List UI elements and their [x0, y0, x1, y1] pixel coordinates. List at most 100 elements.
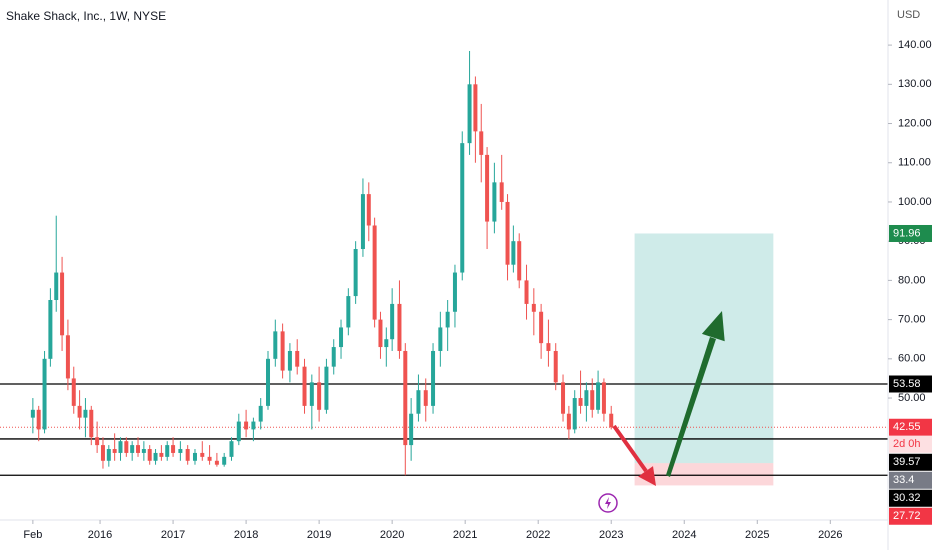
levels	[0, 383, 888, 476]
candle-body	[171, 445, 176, 453]
x-tick-label: 2022	[526, 529, 550, 541]
candle-body	[346, 296, 351, 328]
candle-body	[124, 441, 129, 453]
candle-body	[609, 413, 614, 428]
up-arrow-shaft	[666, 337, 716, 477]
y-tick-label: 110.00	[898, 157, 931, 169]
candle-body	[353, 249, 358, 297]
candle-body	[207, 456, 212, 461]
candle-body	[287, 350, 292, 371]
candle-body	[136, 445, 141, 453]
price-label-bg	[889, 453, 932, 471]
candle-body	[561, 382, 566, 414]
candle-body	[60, 272, 65, 336]
y-tick-label: 100.00	[898, 196, 932, 208]
candle-body	[159, 452, 164, 457]
candle-body	[445, 311, 450, 328]
price-label: 30.32	[893, 492, 921, 504]
candle-body	[118, 441, 123, 453]
down-arrow-shaft	[612, 424, 648, 473]
x-tick-label: 2023	[599, 529, 623, 541]
candle-body	[273, 331, 278, 359]
candle-body	[390, 303, 395, 340]
candle-body	[244, 421, 249, 430]
candle-body	[331, 347, 336, 367]
y-tick-label: 70.00	[898, 314, 926, 326]
position-zones	[634, 233, 774, 486]
loss-zone	[634, 463, 774, 486]
countdown-bg	[889, 435, 932, 453]
price-label-bg	[889, 418, 932, 436]
candle-body	[185, 449, 190, 461]
candle-body	[214, 460, 219, 465]
candle-body	[409, 413, 414, 446]
candle-body	[153, 452, 158, 461]
y-tick-label: 60.00	[898, 353, 926, 365]
x-tick-label: 2019	[307, 529, 331, 541]
event-bolt	[605, 497, 611, 509]
candle-body	[511, 241, 516, 265]
candle-body	[360, 194, 365, 250]
candle-body	[553, 350, 558, 383]
candle-body	[423, 390, 428, 406]
candle-body	[517, 241, 522, 281]
candle-body	[309, 382, 314, 406]
candle-body	[89, 409, 94, 438]
candle-body	[438, 327, 443, 351]
candle-body	[178, 449, 183, 453]
down-arrow-head	[638, 466, 656, 486]
candle-body	[251, 421, 256, 430]
candle-body	[499, 182, 504, 202]
candle-body	[601, 382, 606, 414]
y-tick-label: 130.00	[898, 78, 932, 90]
candle-body	[100, 445, 105, 461]
chart-title: Shake Shack, Inc., 1W, NYSE	[6, 9, 166, 23]
candle-body	[266, 358, 271, 406]
candle-body	[531, 303, 536, 312]
candle-body	[280, 331, 285, 371]
candle-body	[302, 366, 307, 406]
y-tick-label: 80.00	[898, 274, 926, 286]
candle-body	[147, 449, 152, 461]
candle-body	[431, 350, 436, 406]
x-tick-label: 2026	[818, 529, 842, 541]
candle-body	[584, 390, 589, 406]
candle-body	[492, 182, 497, 222]
candle-body	[566, 413, 571, 430]
candle-body	[295, 350, 300, 367]
price-label: 39.57	[893, 456, 921, 468]
candle-body	[192, 452, 197, 461]
price-label-bg	[889, 507, 932, 525]
candle-body	[112, 449, 117, 453]
candle-body	[317, 382, 322, 410]
candle-body	[83, 409, 88, 418]
candle-body	[48, 300, 53, 359]
candle-body	[546, 343, 551, 351]
x-tick-label: 2020	[380, 529, 404, 541]
candle-body	[130, 445, 135, 453]
candle-body	[77, 405, 82, 418]
price-label-bg	[889, 489, 932, 507]
profit-zone	[634, 233, 774, 464]
candle-body	[590, 390, 595, 410]
price-label: 42.55	[893, 421, 921, 433]
candle-body	[572, 398, 577, 430]
candle-body	[473, 84, 478, 132]
candle-body	[384, 339, 389, 348]
candle-body	[485, 154, 490, 222]
candle-body	[339, 327, 344, 348]
arrows	[612, 311, 725, 486]
candle-body	[452, 272, 457, 312]
candle-body	[372, 225, 377, 320]
x-tick-label: 2016	[88, 529, 112, 541]
price-label: 53.58	[893, 378, 921, 390]
price-label-bg	[889, 224, 932, 242]
currency-label: USD	[897, 9, 920, 21]
candle-body	[378, 319, 383, 348]
x-tick-label: 2024	[672, 529, 696, 541]
event-icon	[598, 493, 618, 513]
price-label: 27.72	[893, 510, 921, 522]
candle-body	[403, 350, 408, 446]
candle-body	[258, 405, 263, 422]
